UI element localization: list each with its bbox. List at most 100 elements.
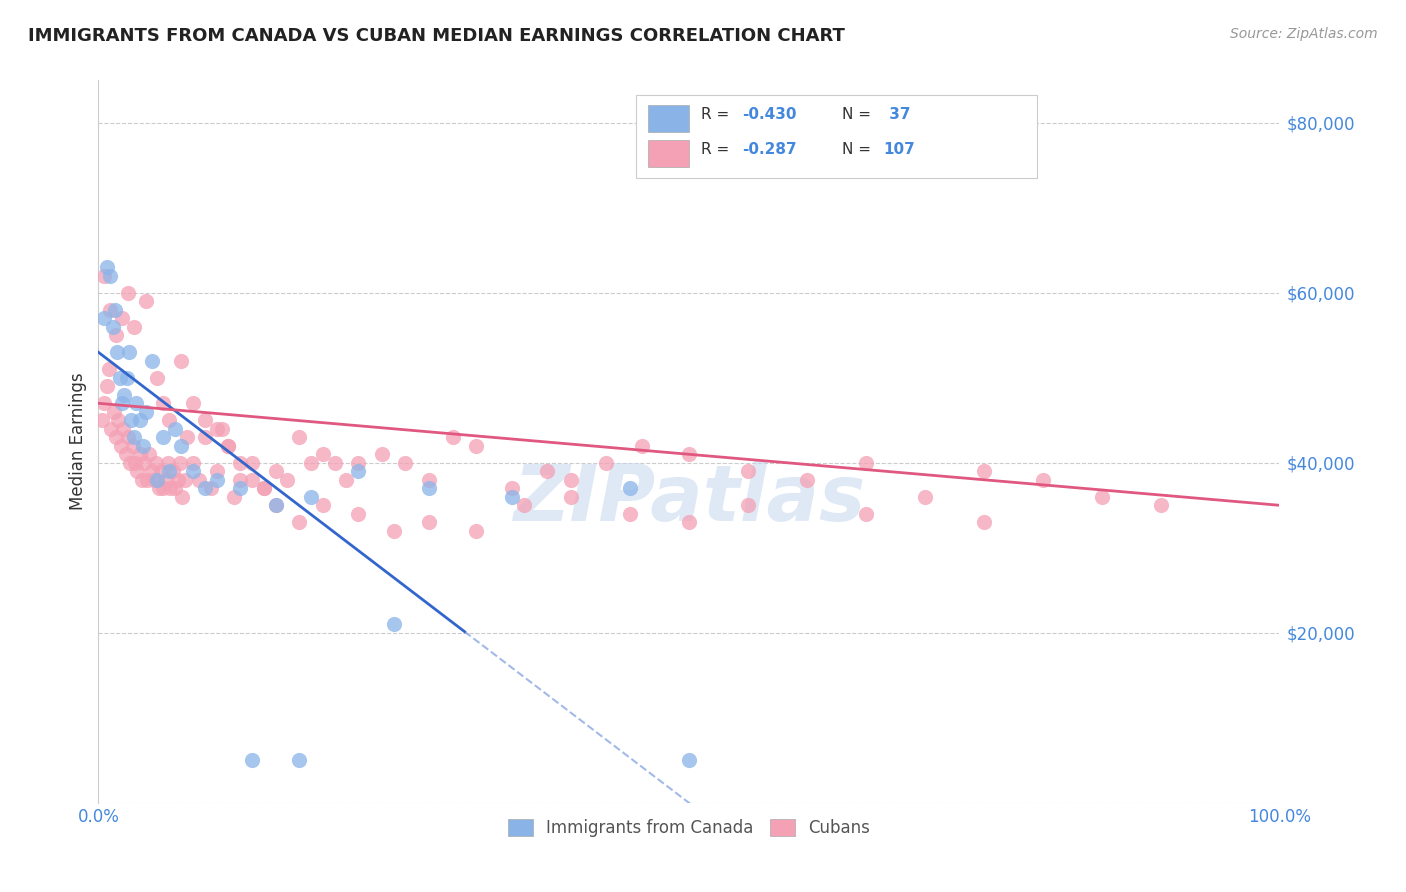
Point (121, 413, 143, 427)
Point (240, 456, 263, 470)
Point (560, 473, 582, 487)
Point (371, 447, 394, 461)
Point (132, 439, 155, 453)
Text: N =: N = (842, 107, 876, 122)
Point (418, 516, 440, 530)
Point (98, 362, 121, 376)
Point (347, 507, 370, 521)
Point (157, 413, 180, 427)
Point (678, 447, 700, 461)
Point (101, 319, 124, 334)
Point (152, 396, 174, 410)
Point (117, 285, 139, 300)
Point (134, 456, 156, 470)
Point (229, 481, 252, 495)
Point (117, 430, 139, 444)
Point (93, 268, 115, 283)
Point (100, 422, 122, 436)
Point (127, 464, 149, 478)
Point (146, 371, 169, 385)
Point (172, 490, 194, 504)
Point (1032, 473, 1054, 487)
Point (162, 464, 184, 478)
Point (501, 490, 523, 504)
Point (181, 464, 204, 478)
Point (194, 430, 217, 444)
Point (217, 439, 239, 453)
Point (501, 481, 523, 495)
Point (111, 311, 134, 326)
Point (146, 473, 169, 487)
Point (141, 464, 163, 478)
Point (205, 464, 228, 478)
Point (105, 328, 128, 343)
Point (299, 490, 322, 504)
Point (418, 473, 440, 487)
Point (181, 396, 204, 410)
Point (418, 481, 440, 495)
Point (678, 753, 700, 767)
Point (170, 353, 193, 368)
Point (200, 481, 222, 495)
FancyBboxPatch shape (648, 105, 689, 132)
Point (142, 473, 165, 487)
Point (108, 371, 131, 385)
Point (115, 371, 138, 385)
Point (173, 473, 195, 487)
Point (253, 481, 276, 495)
Point (855, 456, 877, 470)
Point (914, 490, 936, 504)
Point (205, 473, 228, 487)
Text: Source: ZipAtlas.com: Source: ZipAtlas.com (1230, 27, 1378, 41)
Point (347, 456, 370, 470)
Point (217, 439, 239, 453)
Point (152, 430, 174, 444)
Point (155, 473, 177, 487)
Text: R =: R = (700, 107, 734, 122)
Text: ZIPatlas: ZIPatlas (513, 461, 865, 537)
Point (347, 464, 370, 478)
Point (111, 396, 134, 410)
Point (264, 464, 287, 478)
Point (96, 379, 118, 393)
Point (194, 481, 217, 495)
Point (512, 498, 534, 512)
Point (112, 388, 135, 402)
Point (382, 617, 405, 632)
Point (335, 473, 357, 487)
Text: 37: 37 (884, 107, 910, 122)
Point (110, 439, 132, 453)
Text: N =: N = (842, 142, 876, 157)
Point (128, 447, 150, 461)
Point (240, 473, 263, 487)
Point (152, 481, 174, 495)
Point (312, 447, 335, 461)
Point (973, 464, 995, 478)
Point (973, 516, 995, 530)
Point (240, 753, 263, 767)
Point (253, 481, 276, 495)
Point (165, 422, 187, 436)
Point (619, 481, 641, 495)
Point (131, 473, 153, 487)
Point (382, 524, 405, 538)
Point (128, 413, 150, 427)
Point (181, 456, 204, 470)
Point (169, 456, 191, 470)
Point (124, 456, 146, 470)
Point (187, 473, 209, 487)
Text: R =: R = (700, 142, 734, 157)
Point (120, 456, 142, 470)
Point (229, 456, 252, 470)
Point (103, 405, 125, 419)
Legend: Immigrants from Canada, Cubans: Immigrants from Canada, Cubans (499, 810, 879, 845)
Point (165, 481, 187, 495)
Point (107, 413, 129, 427)
Point (135, 405, 157, 419)
Point (441, 430, 464, 444)
Point (737, 498, 759, 512)
Point (264, 498, 287, 512)
Point (112, 422, 135, 436)
Point (288, 516, 311, 530)
Point (93, 311, 115, 326)
